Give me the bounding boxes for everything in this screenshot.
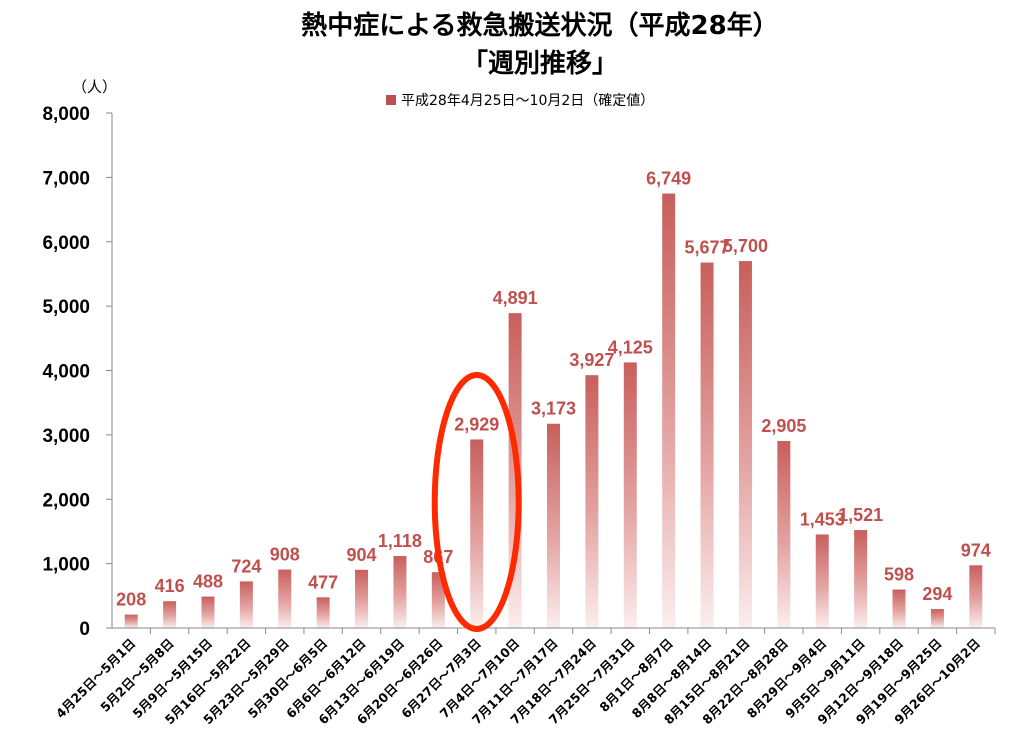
data-label: 5,700 — [723, 236, 768, 256]
data-label: 4,891 — [493, 288, 538, 308]
chart-subtitle: 「週別推移」 — [462, 48, 618, 79]
data-label: 974 — [961, 540, 991, 560]
data-label: 477 — [308, 572, 338, 592]
data-label: 5,677 — [685, 238, 730, 258]
y-tick-label: 7,000 — [42, 168, 90, 189]
legend-label: 平成28年4月25日～10月2日（確定値） — [401, 93, 654, 109]
bars — [124, 193, 983, 628]
legend: 平成28年4月25日～10月2日（確定値） — [386, 93, 654, 109]
data-label: 3,927 — [569, 350, 614, 370]
y-tick-label: 6,000 — [42, 233, 90, 254]
y-axis-unit: （人） — [72, 78, 117, 96]
bar — [930, 609, 944, 628]
highlight-ellipse — [431, 372, 522, 632]
bar — [124, 614, 138, 628]
y-axis: 0 1,000 2,000 3,000 4,000 5,000 6,000 7,000 8,00… — [42, 104, 112, 640]
highlight — [431, 372, 522, 632]
data-label: 3,173 — [531, 399, 576, 419]
bar — [355, 569, 369, 628]
bar — [777, 440, 791, 628]
data-label: 2,929 — [454, 414, 499, 434]
chart-title: 熱中症による救急搬送状況（平成28年） — [301, 10, 778, 41]
bar — [470, 439, 484, 628]
axes — [111, 113, 995, 629]
bar — [431, 572, 445, 628]
bar — [738, 261, 752, 628]
bar — [393, 556, 407, 628]
bar — [316, 597, 330, 628]
data-label: 294 — [922, 584, 952, 604]
data-label: 724 — [231, 556, 261, 576]
data-label: 416 — [155, 576, 185, 596]
data-label: 1,453 — [800, 509, 845, 529]
bar — [163, 601, 177, 628]
data-label: 4,125 — [608, 337, 653, 357]
y-tick-label: 2,000 — [42, 490, 90, 511]
y-tick-label: 8,000 — [42, 104, 90, 125]
data-label: 488 — [193, 572, 223, 592]
data-label: 6,749 — [646, 169, 691, 189]
bar — [700, 262, 714, 628]
data-label: 1,118 — [378, 531, 422, 551]
y-tick-label: 4,000 — [42, 362, 90, 383]
bar — [201, 596, 215, 628]
y-tick-label: 3,000 — [42, 426, 90, 447]
data-label: 208 — [116, 590, 146, 610]
bar — [969, 565, 983, 628]
bar — [278, 569, 292, 628]
data-label: 904 — [347, 545, 377, 565]
y-tick-label: 1,000 — [42, 555, 90, 576]
bar — [547, 423, 560, 628]
data-label: 908 — [270, 545, 300, 565]
legend-swatch — [386, 95, 396, 105]
bar — [623, 362, 637, 628]
data-label: 1,521 — [838, 505, 883, 525]
data-label: 598 — [884, 565, 914, 585]
bar — [585, 375, 599, 628]
bar — [815, 534, 829, 628]
y-tick-label: 0 — [79, 619, 90, 640]
bar — [662, 193, 676, 628]
data-label: 2,905 — [761, 416, 806, 436]
bar — [892, 589, 906, 628]
x-axis: 4月25日～5月1日5月2日～5月8日5月9日～5月15日5月16日～5月22日… — [53, 628, 996, 727]
y-tick-label: 5,000 — [42, 297, 90, 318]
bar — [239, 581, 253, 628]
bar — [854, 530, 868, 628]
